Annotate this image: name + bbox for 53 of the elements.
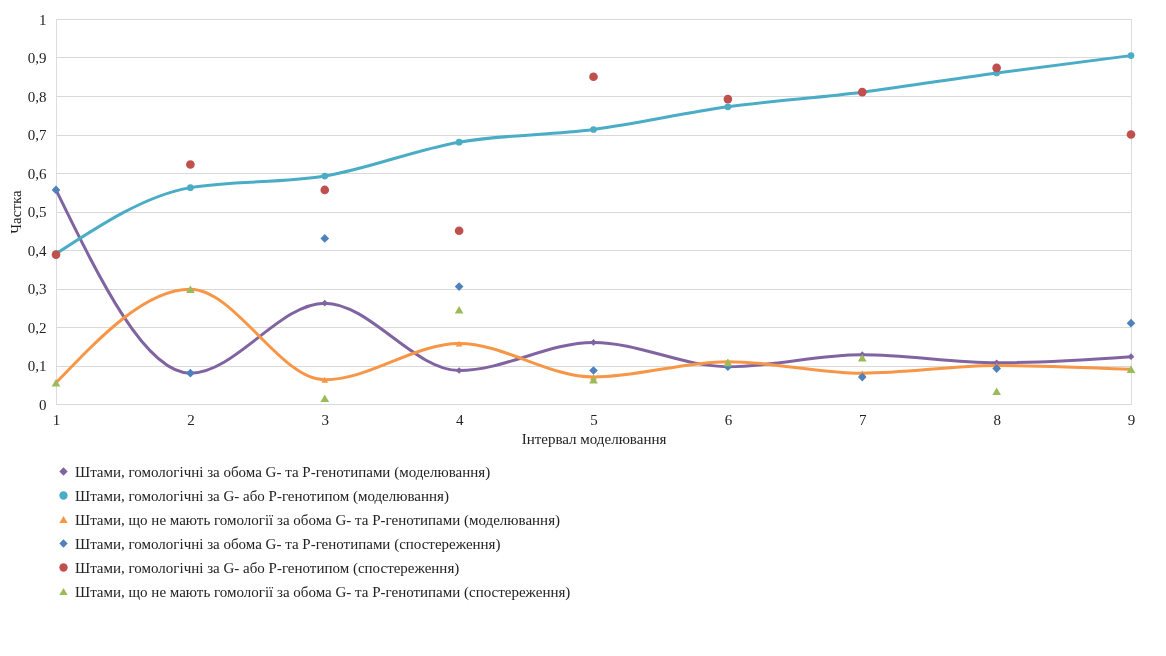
point bbox=[321, 172, 329, 180]
point bbox=[320, 185, 330, 195]
y-tick-label: 0,8 bbox=[27, 88, 47, 105]
y-tick-label: 0,3 bbox=[27, 281, 47, 297]
point bbox=[186, 160, 195, 169]
legend-label: Штами, гомологічні за обома G- та P-генотипами (спостереження) bbox=[75, 535, 501, 553]
x-tick-label: 1 bbox=[52, 411, 61, 428]
point bbox=[320, 394, 330, 402]
y-tick-label: 0,6 bbox=[27, 165, 47, 182]
x-tick-label: 4 bbox=[455, 411, 464, 428]
point bbox=[454, 282, 464, 291]
legend-label: Штами, гомологічні за G- або P-генотипом (моделювання) bbox=[75, 487, 449, 505]
legend-label: Штами, гомологічні за обома G- та P-генотипами (моделювання) bbox=[75, 463, 491, 481]
point bbox=[1127, 52, 1135, 59]
y-axis-title: Частка bbox=[7, 189, 24, 234]
point bbox=[321, 376, 329, 383]
y-tick-label: 0,1 bbox=[27, 358, 47, 374]
point bbox=[992, 63, 1001, 73]
point bbox=[589, 72, 598, 82]
y-tick-label: 0,5 bbox=[27, 204, 47, 220]
point bbox=[590, 126, 597, 133]
point bbox=[589, 375, 598, 384]
x-tick-label: 5 bbox=[590, 411, 598, 428]
x-tick-label: 8 bbox=[993, 411, 1001, 428]
point bbox=[320, 234, 330, 243]
point bbox=[1126, 130, 1136, 139]
point bbox=[723, 94, 733, 104]
x-axis-title: Інтервал моделювання bbox=[521, 430, 667, 447]
legend-label: Штами, що не мають гомології за обома G- та P-генотипами (спостереження) bbox=[75, 583, 571, 601]
point bbox=[992, 387, 1001, 396]
point bbox=[1126, 318, 1136, 328]
x-tick-label: 2 bbox=[187, 411, 195, 428]
x-tick-label: 6 bbox=[724, 411, 733, 428]
y-tick-label: 0 bbox=[39, 396, 47, 413]
point bbox=[187, 184, 194, 191]
point bbox=[589, 366, 598, 375]
y-tick-label: 0,4 bbox=[27, 242, 47, 259]
point bbox=[724, 103, 732, 111]
point bbox=[454, 226, 464, 236]
legend-label: Штами, гомологічні за G- або P-генотипом (спостереження) bbox=[75, 559, 460, 577]
point bbox=[590, 339, 597, 346]
point bbox=[857, 372, 867, 382]
point bbox=[455, 138, 463, 146]
x-tick-label: 7 bbox=[859, 411, 867, 428]
legend-label: Штами, що не мають гомології за обома G- та P-генотипами (моделювання) bbox=[75, 511, 561, 529]
y-tick-label: 0,2 bbox=[27, 319, 47, 336]
point bbox=[454, 305, 464, 314]
point bbox=[992, 364, 1001, 373]
y-tick-label: 0,9 bbox=[27, 50, 47, 66]
y-tick-label: 1 bbox=[39, 11, 47, 28]
x-tick-label: 3 bbox=[321, 411, 329, 428]
x-tick-label: 9 bbox=[1127, 411, 1136, 428]
y-tick-label: 0,7 bbox=[27, 127, 47, 143]
